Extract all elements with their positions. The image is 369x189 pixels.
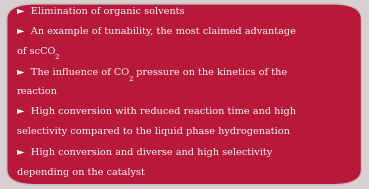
Text: selectivity compared to the liquid phase hydrogenation: selectivity compared to the liquid phase…	[17, 127, 289, 136]
Text: 2: 2	[55, 53, 59, 61]
Text: ►  High conversion with reduced reaction time and high: ► High conversion with reduced reaction …	[17, 107, 296, 116]
Text: ►  Elimination of organic solvents: ► Elimination of organic solvents	[17, 7, 184, 16]
FancyBboxPatch shape	[7, 4, 362, 185]
Text: ►  High conversion and diverse and high selectivity: ► High conversion and diverse and high s…	[17, 148, 272, 157]
Text: depending on the catalyst: depending on the catalyst	[17, 168, 145, 177]
Text: 2: 2	[129, 75, 133, 83]
FancyBboxPatch shape	[6, 3, 363, 186]
Text: pressure on the kinetics of the: pressure on the kinetics of the	[133, 68, 287, 77]
Text: ►  An example of tunability, the most claimed advantage: ► An example of tunability, the most cla…	[17, 27, 296, 36]
Text: reaction: reaction	[17, 87, 58, 96]
Text: ►  The influence of CO: ► The influence of CO	[17, 68, 129, 77]
Text: of scCO: of scCO	[17, 47, 55, 56]
